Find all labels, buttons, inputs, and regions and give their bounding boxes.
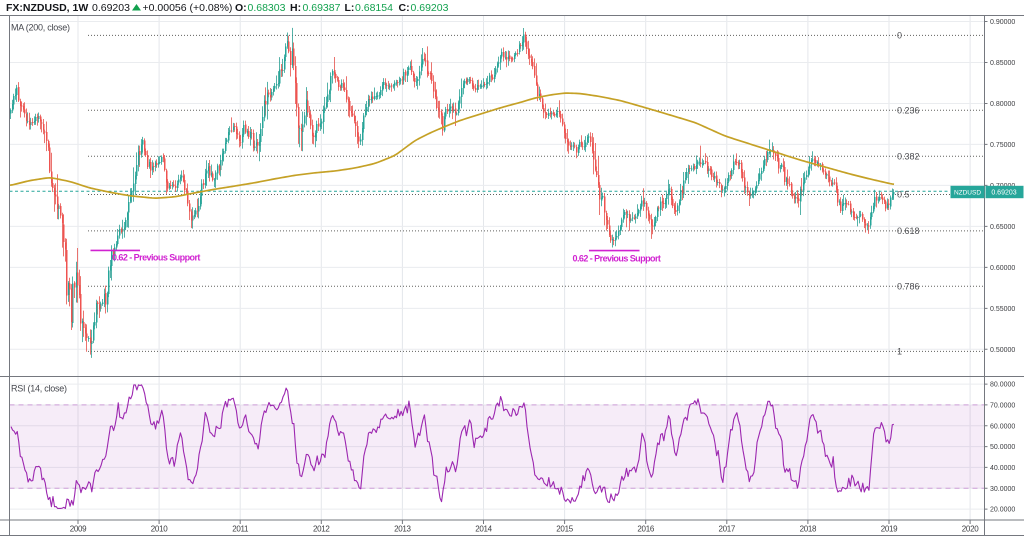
svg-text:2020: 2020 [962,525,979,534]
svg-text:0.90000: 0.90000 [990,19,1015,26]
svg-text:2015: 2015 [556,525,573,534]
svg-text:MA (200, close): MA (200, close) [11,23,70,33]
svg-text:0.236: 0.236 [897,105,920,115]
svg-text:0.60000: 0.60000 [990,265,1015,272]
svg-text:2009: 2009 [70,525,87,534]
svg-text:0.68303: 0.68303 [248,2,286,14]
svg-text:50.0000: 50.0000 [990,444,1015,451]
svg-text:NZDUSD: NZDUSD [954,189,981,196]
svg-text:2019: 2019 [881,525,898,534]
svg-text:0: 0 [897,31,902,41]
svg-text:FX:NZDUSD, 1W: FX:NZDUSD, 1W [6,2,88,14]
svg-text:0.50000: 0.50000 [990,347,1015,354]
svg-text:0.55000: 0.55000 [990,306,1015,313]
svg-text:80.0000: 80.0000 [990,382,1015,389]
svg-text:30.0000: 30.0000 [990,486,1015,493]
svg-text:2018: 2018 [800,525,817,534]
svg-text:2017: 2017 [718,525,735,534]
svg-text:0.85000: 0.85000 [990,60,1015,67]
svg-text:2010: 2010 [151,525,168,534]
svg-text:0.786: 0.786 [897,282,920,292]
svg-text:40.0000: 40.0000 [990,465,1015,472]
svg-text:0.68154: 0.68154 [355,2,393,14]
svg-text:0.618: 0.618 [897,226,920,236]
svg-text:0.382: 0.382 [897,151,920,161]
svg-text:0.69387: 0.69387 [303,2,341,14]
svg-text:60.0000: 60.0000 [990,423,1015,430]
svg-text:L:: L: [345,2,355,14]
svg-text:20.0000: 20.0000 [990,507,1015,514]
svg-text:2013: 2013 [394,525,411,534]
svg-text:0.65000: 0.65000 [990,224,1015,231]
svg-text:0.62 - Previous Support: 0.62 - Previous Support [112,253,200,263]
svg-text:0.5: 0.5 [897,190,910,200]
svg-text:1: 1 [897,347,902,357]
svg-text:2016: 2016 [637,525,654,534]
svg-text:2011: 2011 [232,525,249,534]
svg-text:2012: 2012 [313,525,330,534]
svg-text:0.69203: 0.69203 [411,2,449,14]
svg-text:0.69203: 0.69203 [991,190,1016,197]
svg-text:0.80000: 0.80000 [990,101,1015,108]
svg-text:0.62 - Previous Support: 0.62 - Previous Support [573,254,661,264]
svg-text:0.75000: 0.75000 [990,142,1015,149]
svg-text:2014: 2014 [475,525,492,534]
svg-text:70.0000: 70.0000 [990,402,1015,409]
svg-text:O:: O: [235,2,247,14]
svg-text:RSI (14, close): RSI (14, close) [11,384,67,394]
svg-text:H:: H: [290,2,301,14]
svg-text:C:: C: [399,2,410,14]
svg-text:0.69203: 0.69203 [92,2,130,14]
svg-text:+0.00056 (+0.08%): +0.00056 (+0.08%) [143,2,233,14]
